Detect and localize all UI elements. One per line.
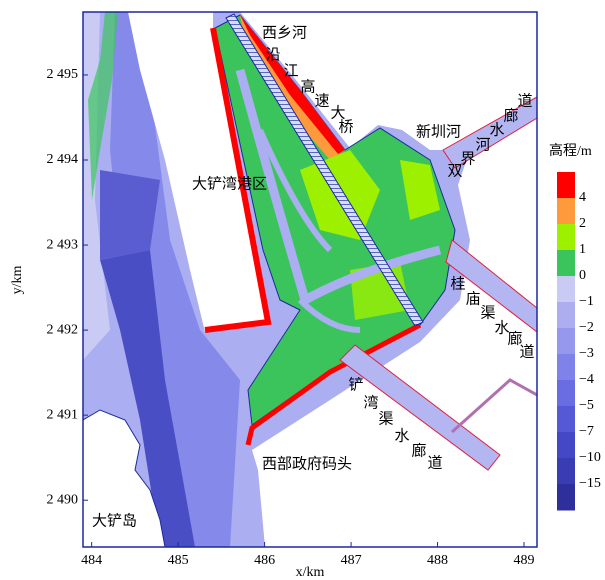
colorbar-swatch xyxy=(557,328,575,355)
map-figure: 西乡河 大铲湾港区 大铲岛 西部政府码头 新圳河 x/km y/km 高程/m … xyxy=(0,0,605,580)
map-label-char: 道 xyxy=(427,454,442,471)
colorbar-tick-label: −15 xyxy=(579,476,601,491)
x-tick-label: 487 xyxy=(341,553,362,568)
colorbar-swatch xyxy=(557,198,575,225)
colorbar-tick-label: −3 xyxy=(579,346,594,361)
x-tick-label: 486 xyxy=(254,553,275,568)
colorbar-swatch xyxy=(557,484,575,511)
y-tick-label: 2 493 xyxy=(47,237,79,252)
x-tick-label: 484 xyxy=(81,553,102,568)
map-label-char: 渠 xyxy=(378,410,393,427)
colorbar-tick-label: −10 xyxy=(579,450,601,465)
map-label-char: 廊 xyxy=(503,107,518,124)
colorbar-swatch xyxy=(557,432,575,459)
colorbar-swatch xyxy=(557,172,575,199)
colorbar-swatch xyxy=(557,302,575,329)
map-label-char: 桥 xyxy=(338,118,353,135)
y-tick-label: 2 491 xyxy=(47,407,79,422)
y-axis-label: y/km xyxy=(10,266,25,295)
map-label-char: 速 xyxy=(314,92,329,109)
map-label-char: 道 xyxy=(519,343,534,360)
colorbar-swatch xyxy=(557,276,575,303)
map-label-char: 道 xyxy=(517,92,532,109)
map-label-char: 江 xyxy=(283,62,298,79)
colorbar-swatch xyxy=(557,354,575,381)
y-tick-label: 2 490 xyxy=(47,492,79,507)
map-label-char: 水 xyxy=(394,427,409,444)
y-tick-label: 2 494 xyxy=(47,152,79,167)
colorbar-tick-label: 0 xyxy=(579,268,586,283)
map-label-char: 铲 xyxy=(348,376,363,393)
map-label-char: 水 xyxy=(489,121,504,138)
colorbar-swatch xyxy=(557,380,575,407)
map-label: 西部政府码头 xyxy=(262,455,352,472)
map-label-char: 高 xyxy=(300,78,315,95)
map-label: 大铲湾港区 xyxy=(192,175,267,192)
y-tick-label: 2 495 xyxy=(47,67,79,82)
colorbar-swatch xyxy=(557,406,575,433)
x-tick-label: 485 xyxy=(168,553,189,568)
colorbar-tick-label: 1 xyxy=(579,242,586,257)
colorbar-tick-label: −1 xyxy=(579,294,594,309)
colorbar-tick-label: 2 xyxy=(579,216,586,231)
map-label-char: 湾 xyxy=(363,394,378,411)
map-label: 大铲岛 xyxy=(92,512,137,529)
page: 西乡河 大铲湾港区 大铲岛 西部政府码头 新圳河 x/km y/km 高程/m … xyxy=(0,0,605,580)
map-label-char: 庙 xyxy=(465,290,480,307)
map-label: 西乡河 xyxy=(262,24,307,41)
y-tick-label: 2 492 xyxy=(47,322,79,337)
x-tick-label: 489 xyxy=(514,553,535,568)
colorbar-swatch xyxy=(557,458,575,485)
colorbar-tick-label: −5 xyxy=(579,398,594,413)
map-label-char: 河 xyxy=(475,136,490,153)
colorbar-tick-label: −2 xyxy=(579,320,594,335)
map-label-char: 渠 xyxy=(480,304,495,321)
colorbar-tick-label: −4 xyxy=(579,372,594,387)
x-tick-label: 488 xyxy=(427,553,448,568)
map-label-char: 界 xyxy=(460,151,475,167)
colorbar-tick-label: −7 xyxy=(579,424,594,439)
colorbar-title: 高程/m xyxy=(549,142,592,159)
map-label-char: 桂 xyxy=(450,275,465,292)
colorbar-tick-label: 4 xyxy=(579,190,586,205)
x-axis-label: x/km xyxy=(296,565,325,580)
map-label-char: 沿 xyxy=(265,46,280,63)
colorbar-swatch xyxy=(557,224,575,251)
colorbar-swatch xyxy=(557,250,575,277)
map-label-char: 廊 xyxy=(411,442,426,459)
map-label: 新圳河 xyxy=(416,123,461,140)
